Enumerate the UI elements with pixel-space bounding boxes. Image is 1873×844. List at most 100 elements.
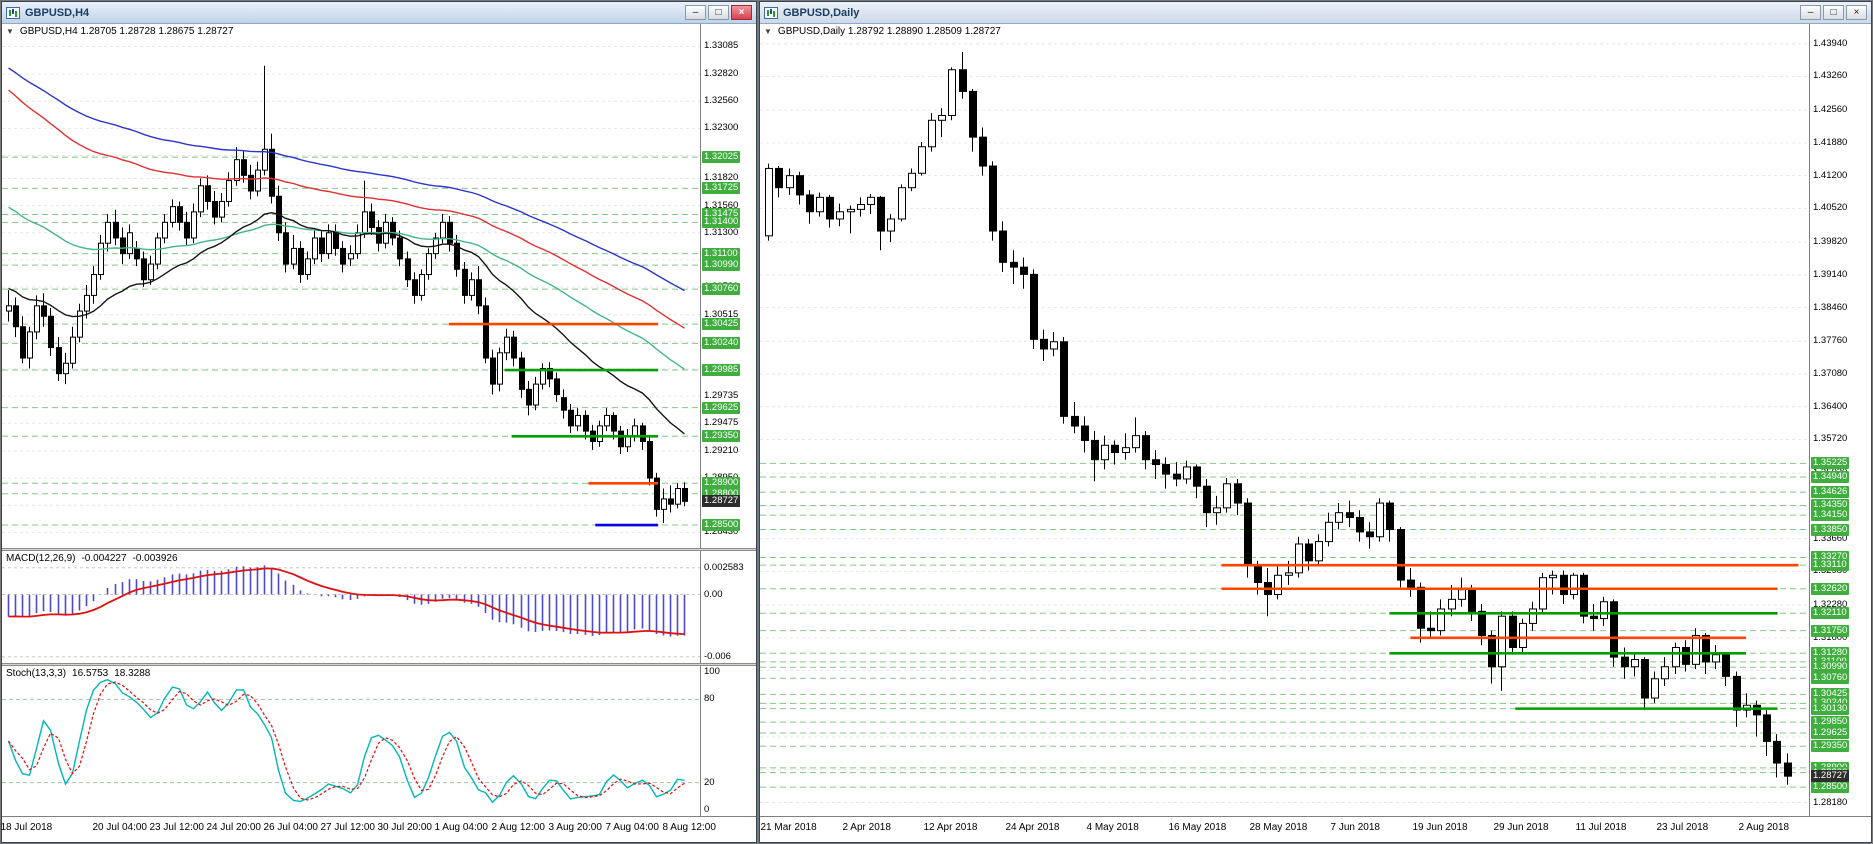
candle-down <box>1397 529 1405 581</box>
time-axis-daily[interactable]: 21 Mar 2018 2 Apr 2018 12 Apr 2018 24 Apr 2… <box>760 816 1871 842</box>
time-axis-label: 27 Jul 12:00 <box>320 822 376 833</box>
window-gbpusd-h4[interactable]: GBPUSD,H4 – □ × 1.33085 1.32820 1.32560 1.3… <box>1 1 757 843</box>
close-button[interactable]: × <box>731 5 752 20</box>
macd-title: MACD(12,26,9) <box>6 553 76 564</box>
minimize-button[interactable]: – <box>1800 5 1821 20</box>
candle-down <box>526 388 532 406</box>
candle-up <box>1651 678 1659 699</box>
candle-down <box>1091 439 1099 461</box>
stochastic-main-line <box>7 678 685 804</box>
candle-up <box>816 196 824 213</box>
candle-up <box>1274 574 1282 596</box>
candle-up <box>675 488 681 505</box>
close-button[interactable]: × <box>1846 5 1867 20</box>
candle-down <box>1784 762 1792 777</box>
candle-up <box>1101 444 1109 461</box>
candle-up <box>63 362 69 375</box>
price-tick-label: 1.31560 <box>704 199 739 211</box>
titlebar-gbpusd-daily[interactable]: GBPUSD,Daily – □ × <box>760 2 1871 24</box>
candle-up <box>867 196 875 206</box>
candle-up <box>533 383 539 406</box>
macd-chart-svg[interactable] <box>2 551 700 663</box>
price-tick-label: 1.39140 <box>1813 268 1848 280</box>
candle-down <box>177 206 183 223</box>
restore-button[interactable]: □ <box>1823 5 1844 20</box>
candle-down <box>969 90 977 138</box>
candle-up <box>1539 577 1547 610</box>
price-tick-label: 1.29735 <box>704 390 739 402</box>
window-gbpusd-daily[interactable]: GBPUSD,Daily – □ × 1.43940 1.43260 1.42560… <box>759 1 1872 843</box>
candlestick-chart-svg[interactable] <box>760 24 1809 816</box>
level-price-label: 1.28900 <box>702 477 741 490</box>
time-axis-label: 21 Mar 2018 <box>760 822 817 833</box>
price-axis-h4[interactable]: 1.330851.328201.325601.323001.320401.318… <box>700 24 756 548</box>
candle-up <box>6 305 12 312</box>
candle-up <box>91 274 97 296</box>
candle-down <box>1722 654 1730 677</box>
macd-axis[interactable]: 0.002583 0.00 -0.006 <box>700 551 756 663</box>
price-tick-label: 1.33085 <box>704 40 739 52</box>
candle-up <box>918 146 926 174</box>
level-price-label: 1.30760 <box>1811 672 1850 685</box>
stochastic-plot[interactable] <box>2 666 700 816</box>
candle-up <box>1315 541 1323 562</box>
price-axis-daily[interactable]: 1.43940 1.43260 1.42560 1.41880 1.41200 1.405… <box>1809 24 1871 816</box>
macd-signal-line <box>8 567 685 635</box>
indicator-collapse-icon[interactable]: ▼ <box>6 27 14 36</box>
price-pane-h4: 1.330851.328201.325601.323001.320401.318… <box>2 24 756 548</box>
candle-down <box>1162 464 1170 475</box>
chart-window-icon <box>764 6 778 19</box>
restore-button[interactable]: □ <box>708 5 729 20</box>
level-price-label: 1.30240 <box>702 337 741 350</box>
candle-down <box>390 221 396 239</box>
price-plot-h4[interactable] <box>2 24 700 548</box>
level-price-label: 1.34150 <box>1811 509 1850 522</box>
candle-up <box>1661 666 1669 680</box>
candle-down <box>454 242 460 270</box>
macd-plot[interactable] <box>2 551 700 663</box>
chart-ohlc-header-daily: ▼ GBPUSD,Daily 1.28792 1.28890 1.28509 1… <box>764 26 1001 37</box>
candle-down <box>1081 425 1089 441</box>
level-price-label: 1.30990 <box>1811 661 1850 674</box>
candle-up <box>625 435 631 448</box>
level-price-label: 1.30425 <box>702 318 741 331</box>
indicator-collapse-icon[interactable]: ▼ <box>764 27 772 36</box>
time-axis-label: 3 Aug 20:00 <box>548 822 602 833</box>
stochastic-axis[interactable]: 100 80 20 0 <box>700 666 756 816</box>
stoch-value-main: 16.5753 <box>72 668 109 679</box>
candle-up <box>305 258 311 276</box>
candle-down <box>877 196 885 232</box>
candle-down <box>1509 615 1517 648</box>
time-axis-label: 16 May 2018 <box>1168 822 1227 833</box>
candle-down <box>561 397 567 411</box>
candle-down <box>1060 341 1068 417</box>
pane-separator[interactable] <box>2 663 756 666</box>
candlestick-chart-svg[interactable] <box>2 24 700 548</box>
stoch-axis-label: 80 <box>704 693 715 705</box>
minimize-button[interactable]: – <box>685 5 706 20</box>
candle-down <box>1356 516 1364 533</box>
candle-up <box>77 310 83 338</box>
candle-down <box>806 194 814 213</box>
ohlc-values-h4: GBPUSD,H4 1.28705 1.28728 1.28675 1.2872… <box>19 26 234 37</box>
price-plot-daily[interactable] <box>760 24 1809 816</box>
candle-up <box>887 218 895 232</box>
macd-axis-label: 0.002583 <box>704 561 744 573</box>
candle-down <box>1305 543 1313 562</box>
price-tick-label: 1.40520 <box>1813 202 1848 214</box>
time-axis-h4[interactable]: 18 Jul 2018 20 Jul 04:00 23 Jul 12:00 24 Ju… <box>1 816 756 842</box>
moving-average-line-24 <box>8 211 685 435</box>
candle-down <box>333 232 339 249</box>
stochastic-chart-svg[interactable] <box>2 666 700 816</box>
titlebar-gbpusd-h4[interactable]: GBPUSD,H4 – □ × <box>2 2 756 24</box>
time-axis-label: 26 Jul 04:00 <box>263 822 319 833</box>
candle-down <box>775 167 783 189</box>
candle-down <box>1193 466 1201 487</box>
candle-down <box>1488 634 1496 668</box>
candle-down <box>989 165 997 232</box>
candle-down <box>1346 512 1354 518</box>
stoch-title: Stoch(13,3,3) <box>6 668 67 679</box>
pane-separator[interactable] <box>2 548 756 551</box>
candle-down <box>1254 565 1262 583</box>
price-tick-label: 1.42560 <box>1813 104 1848 116</box>
